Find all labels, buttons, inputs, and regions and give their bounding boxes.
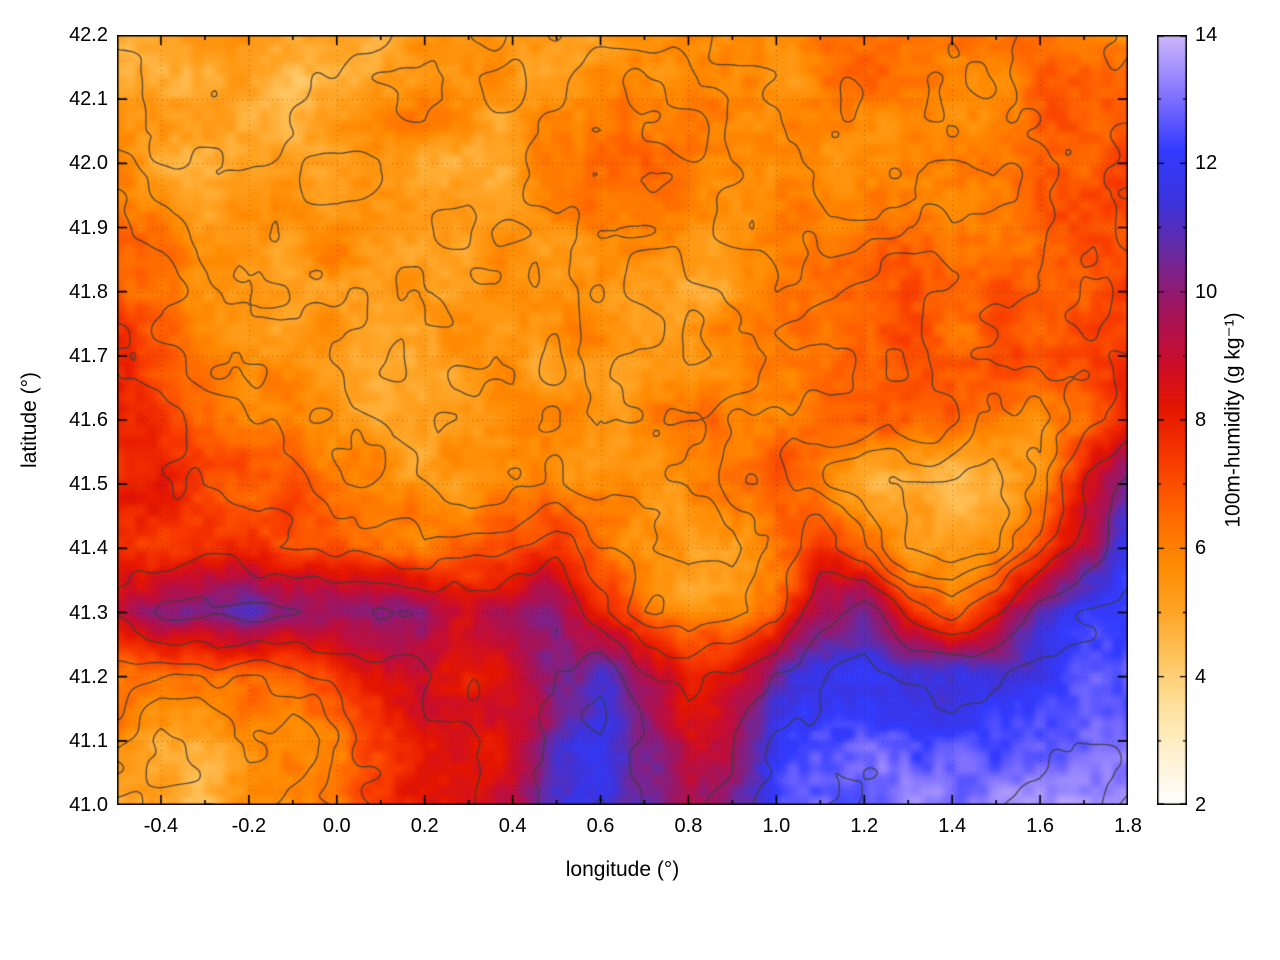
colorbar-tick-label: 12	[1195, 152, 1218, 175]
y-tick-label: 41.3	[69, 601, 108, 624]
x-tick-label: 0.0	[322, 815, 351, 837]
colorbar-label: 100m-humidity (g kg⁻¹)	[1221, 312, 1245, 528]
y-tick-label: 42.2	[69, 24, 108, 46]
x-tick-label: 1.6	[1026, 815, 1054, 837]
x-tick-label: 0.8	[674, 815, 703, 837]
colorbar-gradient-canvas	[1157, 35, 1187, 805]
x-tick-label: -0.2	[231, 815, 267, 837]
colorbar-tick-label: 14	[1195, 24, 1218, 46]
y-tick-label: 41.5	[69, 473, 108, 496]
y-tick-label: 41.4	[69, 537, 108, 560]
x-tick-label: 0.6	[586, 815, 615, 837]
y-tick-label: 41.8	[69, 280, 108, 303]
x-tick-label: 1.8	[1114, 815, 1142, 837]
y-tick-label: 41.7	[69, 344, 108, 367]
y-tick-label: 42.1	[69, 88, 108, 111]
colorbar-tick-label: 6	[1195, 537, 1207, 560]
y-axis-label: latitude (°)	[18, 372, 41, 468]
y-tick-label: 41.6	[69, 409, 108, 431]
colorbar-tick-label: 8	[1195, 409, 1207, 431]
x-tick-label: 1.2	[850, 815, 879, 837]
y-tick-label: 41.9	[69, 216, 108, 239]
y-tick-label: 41.1	[69, 729, 108, 752]
x-tick-label: 0.2	[410, 815, 439, 837]
x-tick-label: 1.4	[938, 815, 967, 837]
colorbar-tick-label: 4	[1195, 665, 1207, 688]
y-tick-label: 42.0	[69, 152, 108, 175]
humidity-heatmap-canvas	[117, 35, 1128, 805]
x-tick-label: 1.0	[762, 815, 791, 837]
x-axis-label: longitude (°)	[565, 858, 680, 881]
x-tick-label: -0.4	[143, 815, 179, 837]
y-tick-label: 41.0	[69, 794, 108, 816]
colorbar-tick-label: 10	[1195, 280, 1218, 303]
colorbar-tick-label: 2	[1195, 794, 1207, 816]
x-tick-label: 0.4	[498, 815, 527, 837]
y-tick-label: 41.2	[69, 665, 108, 688]
